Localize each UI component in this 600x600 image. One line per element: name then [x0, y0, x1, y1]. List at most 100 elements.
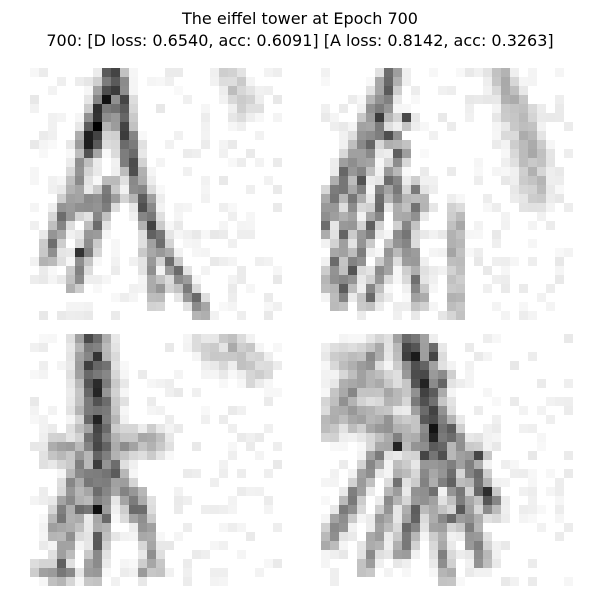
pixel-cell [411, 433, 421, 443]
pixel-cell [321, 212, 331, 222]
pixel-cell [75, 212, 85, 222]
pixel-cell [228, 343, 238, 353]
pixel-cell [210, 257, 220, 267]
pixel-cell [264, 302, 274, 312]
pixel-cell [384, 77, 394, 87]
pixel-cell [483, 505, 493, 515]
pixel-cell [348, 248, 358, 258]
pixel-cell [339, 532, 349, 542]
pixel-cell [456, 514, 466, 524]
pixel-cell [339, 505, 349, 515]
pixel-cell [330, 505, 340, 515]
pixel-cell [438, 514, 448, 524]
pixel-cell [492, 131, 502, 141]
pixel-cell [120, 406, 130, 416]
pixel-cell [120, 559, 130, 569]
pixel-cell [402, 77, 412, 87]
pixel-cell [555, 194, 565, 204]
pixel-cell [528, 451, 538, 461]
pixel-cell [447, 266, 457, 276]
pixel-cell [420, 451, 430, 461]
pixel-cell [129, 460, 139, 470]
pixel-cell [357, 311, 367, 320]
pixel-cell [93, 397, 103, 407]
pixel-cell [156, 568, 166, 578]
pixel-cell [75, 194, 85, 204]
pixel-cell [246, 532, 256, 542]
pixel-cell [57, 505, 67, 515]
pixel-cell [129, 131, 139, 141]
pixel-cell [402, 496, 412, 506]
pixel-cell [237, 77, 247, 87]
pixel-cell [339, 122, 349, 132]
pixel-cell [411, 95, 421, 105]
pixel-cell [348, 505, 358, 515]
pixel-cell [156, 550, 166, 560]
pixel-cell [402, 167, 412, 177]
pixel-cell [57, 113, 67, 123]
pixel-cell [438, 415, 448, 425]
pixel-cell [411, 532, 421, 542]
pixel-cell [102, 77, 112, 87]
pixel-cell [66, 478, 76, 488]
pixel-cell [429, 487, 439, 497]
pixel-cell [201, 311, 211, 320]
pixel-cell [84, 478, 94, 488]
pixel-cell [75, 442, 85, 452]
pixel-cell [366, 149, 376, 159]
pixel-cell [210, 577, 220, 586]
pixel-cell [537, 505, 547, 515]
pixel-cell [528, 487, 538, 497]
pixel-cell [366, 167, 376, 177]
pixel-cell [57, 577, 67, 586]
pixel-cell [528, 140, 538, 150]
pixel-cell [465, 541, 475, 551]
pixel-cell [375, 257, 385, 267]
pixel-cell [375, 104, 385, 114]
pixel-cell [456, 523, 466, 533]
pixel-cell [111, 352, 121, 362]
pixel-cell [348, 275, 358, 285]
pixel-cell [393, 541, 403, 551]
pixel-cell [255, 451, 265, 461]
pixel-cell [384, 469, 394, 479]
pixel-cell [210, 352, 220, 362]
pixel-cell [456, 248, 466, 258]
pixel-cell [357, 424, 367, 434]
pixel-cell [357, 104, 367, 114]
pixel-cell [39, 239, 49, 249]
pixel-cell [30, 568, 40, 578]
pixel-cell [393, 334, 403, 344]
pixel-cell [330, 203, 340, 213]
pixel-cell [183, 293, 193, 303]
pixel-cell [492, 514, 502, 524]
pixel-cell [330, 415, 340, 425]
pixel-cell [330, 167, 340, 177]
pixel-cell [474, 433, 484, 443]
pixel-cell [510, 577, 520, 586]
pixel-cell [411, 379, 421, 389]
pixel-cell [393, 122, 403, 132]
pixel-cell [102, 388, 112, 398]
pixel-cell [201, 343, 211, 353]
pixel-cell [111, 478, 121, 488]
pixel-cell [264, 311, 274, 320]
pixel-cell [93, 95, 103, 105]
pixel-cell [384, 460, 394, 470]
pixel-cell [393, 104, 403, 114]
pixel-cell [411, 469, 421, 479]
pixel-cell [228, 257, 238, 267]
pixel-cell [348, 185, 358, 195]
pixel-cell [429, 451, 439, 461]
pixel-cell [246, 86, 256, 96]
pixel-cell [93, 185, 103, 195]
pixel-cell [111, 86, 121, 96]
pixel-cell [411, 397, 421, 407]
pixel-cell [102, 140, 112, 150]
pixel-cell [438, 523, 448, 533]
pixel-cell [384, 550, 394, 560]
pixel-cell [393, 487, 403, 497]
pixel-cell [120, 104, 130, 114]
pixel-cell [375, 514, 385, 524]
pixel-cell [546, 167, 556, 177]
